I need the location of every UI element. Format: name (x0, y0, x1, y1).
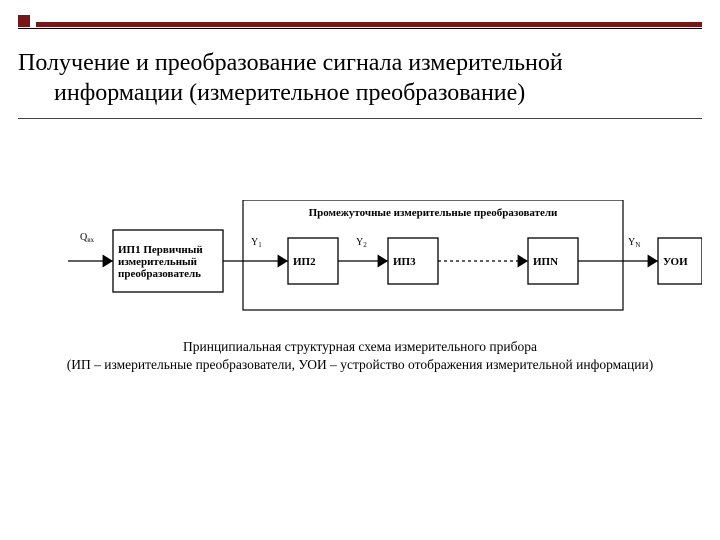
svg-text:YN: YN (628, 237, 640, 249)
svg-text:ИП1 Первичный: ИП1 Первичный (118, 244, 203, 256)
svg-text:преобразователь: преобразователь (118, 268, 201, 280)
svg-text:Y1: Y1 (251, 237, 262, 249)
svg-text:Qвх: Qвх (80, 232, 95, 244)
svg-text:Промежуточные измерительные пр: Промежуточные измерительные преобразоват… (309, 207, 558, 219)
svg-text:ИП3: ИП3 (393, 256, 416, 268)
svg-text:УОИ: УОИ (663, 256, 688, 268)
page-title: Получение и преобразование сигнала измер… (18, 48, 702, 108)
figure-caption: Принципиальная структурная схема измерит… (18, 338, 702, 374)
mid-rule (18, 118, 702, 119)
block-diagram: Промежуточные измерительные преобразоват… (18, 200, 702, 330)
title-line-1: Получение и преобразование сигнала измер… (18, 48, 702, 78)
diagram-svg: Промежуточные измерительные преобразоват… (18, 200, 702, 330)
svg-text:измерительный: измерительный (118, 256, 198, 268)
slide: Получение и преобразование сигнала измер… (0, 0, 720, 540)
top-rule (18, 22, 702, 29)
svg-text:ИП2: ИП2 (293, 256, 316, 268)
top-rule-thick (36, 22, 702, 27)
caption-line-2: (ИП – измерительные преобразователи, УОИ… (18, 356, 702, 374)
svg-text:ИПN: ИПN (533, 256, 558, 268)
caption-line-1: Принципиальная структурная схема измерит… (18, 338, 702, 356)
title-line-2: информации (измерительное преобразование… (18, 78, 702, 108)
svg-text:Y2: Y2 (356, 237, 367, 249)
